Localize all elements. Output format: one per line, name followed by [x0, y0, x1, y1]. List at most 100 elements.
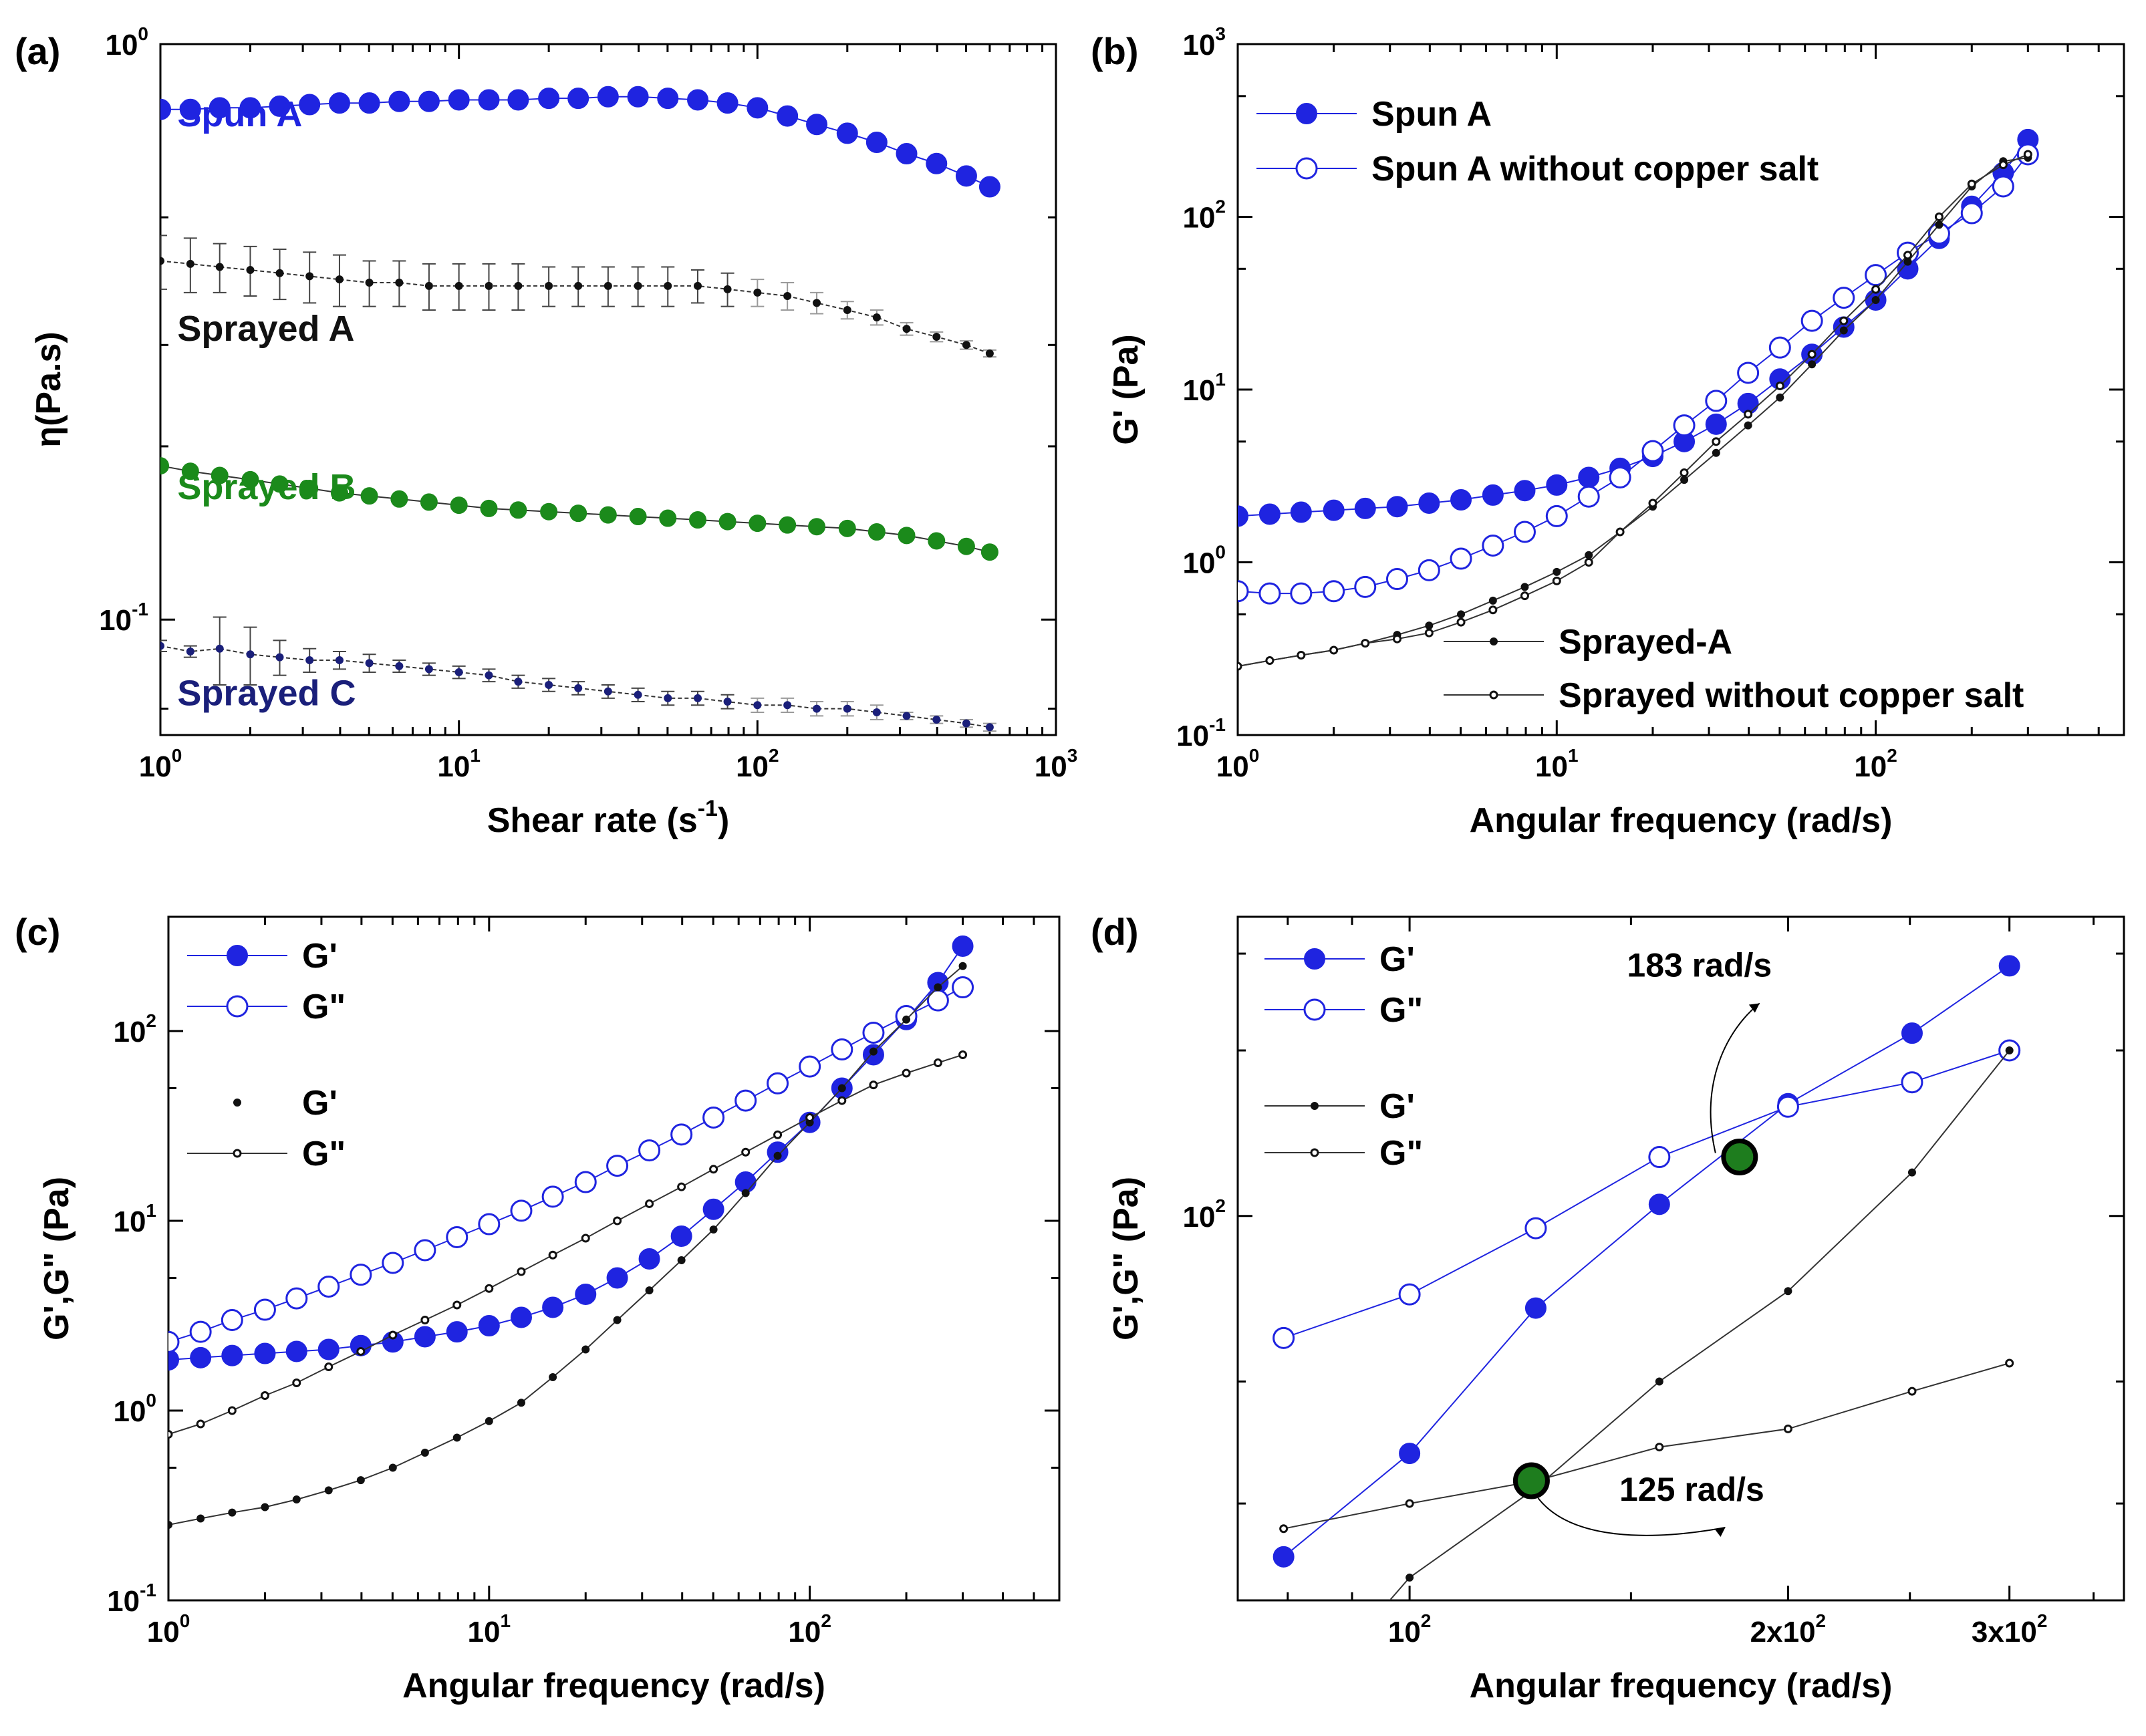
data-point [478, 1213, 501, 1236]
data-point [1609, 466, 1631, 488]
data-point [638, 1248, 660, 1270]
data-point [779, 516, 797, 534]
data-point [517, 1267, 526, 1276]
data-point [1578, 466, 1600, 488]
data-point [168, 1330, 180, 1353]
x-tick-label: 101 [437, 745, 481, 783]
data-point [902, 712, 911, 720]
data-point [574, 1171, 597, 1193]
data-point [545, 281, 553, 290]
data-point [1871, 285, 1881, 294]
data-point [239, 97, 261, 119]
data-point [1238, 505, 1248, 527]
data-point [209, 97, 231, 119]
data-point [723, 285, 732, 293]
data-point [1354, 497, 1376, 519]
data-point [1901, 1071, 1923, 1094]
x-tick-label: 3x102 [1972, 1610, 2047, 1648]
data-point [664, 281, 672, 290]
annotation-arrow [1710, 1002, 1760, 1153]
data-point [1418, 559, 1440, 581]
data-point [957, 537, 975, 555]
data-point [634, 281, 642, 290]
data-point [420, 493, 438, 511]
data-point [1524, 1217, 1547, 1240]
data-point [1935, 221, 1943, 229]
data-point [1297, 650, 1306, 660]
data-point [694, 694, 702, 702]
data-point [1998, 955, 2020, 977]
plot-area [1272, 955, 2021, 1600]
data-point [1800, 309, 1823, 332]
data-point [388, 90, 410, 112]
data-point [1513, 521, 1536, 543]
series-sprayed-a [1238, 153, 2032, 671]
data-point [452, 1433, 461, 1442]
data-point [179, 98, 201, 120]
data-point [606, 1155, 629, 1177]
data-point [1552, 576, 1561, 585]
legend-item: G" [187, 988, 346, 1026]
data-point [1405, 1499, 1414, 1508]
data-point [211, 466, 229, 484]
data-point [749, 515, 767, 533]
x-tick-label: 102 [1854, 745, 1897, 783]
x-tick-label: 2x102 [1750, 1610, 1826, 1648]
data-point [1418, 492, 1440, 514]
data-point [301, 479, 319, 497]
data-point [548, 1250, 557, 1260]
data-point [1615, 527, 1625, 537]
data-point [599, 506, 617, 524]
data-point [664, 694, 672, 702]
data-point [718, 513, 736, 531]
data-point [160, 98, 171, 120]
data-point [1457, 610, 1466, 619]
x-tick-label: 103 [1035, 745, 1078, 783]
legend-label: G' [1379, 940, 1415, 979]
series-label: Sprayed A [177, 309, 354, 349]
data-point [985, 723, 994, 732]
series-g-sprayed-a [1389, 1046, 2014, 1600]
data-point [350, 1264, 372, 1286]
data-point [390, 490, 408, 508]
data-point [1655, 1443, 1664, 1452]
y-tick-label: 100 [1182, 542, 1226, 580]
y-tick-label: 10-1 [1176, 714, 1226, 752]
data-point [324, 1362, 333, 1372]
data-point [1768, 336, 1791, 359]
panel-label: (c) [15, 911, 60, 953]
y-tick-label: 100 [105, 23, 148, 61]
data-point [1450, 488, 1472, 511]
data-point [1901, 1022, 1923, 1044]
data-point [269, 95, 291, 117]
legend-item: G' [1264, 1087, 1415, 1126]
data-point [1399, 1443, 1421, 1465]
data-point [1290, 582, 1313, 605]
data-point [450, 496, 468, 515]
data-point [275, 653, 284, 662]
data-point [446, 1321, 468, 1343]
data-point [478, 1315, 500, 1337]
data-point [985, 349, 994, 357]
data-point [869, 1080, 878, 1090]
data-point [541, 1185, 564, 1208]
data-point [702, 1106, 725, 1129]
plot-area [168, 935, 974, 1529]
data-point [335, 275, 344, 284]
crossover-label: 125 rad/s [1619, 1471, 1764, 1508]
data-point [808, 518, 826, 536]
data-point [215, 644, 224, 653]
data-point [356, 1476, 365, 1485]
legend-label: G' [1379, 1087, 1415, 1126]
data-point [926, 152, 948, 174]
data-point [670, 1225, 692, 1247]
data-point [902, 1015, 911, 1024]
data-point [420, 1449, 429, 1457]
data-point [1680, 476, 1689, 484]
legend-marker [1489, 690, 1498, 700]
data-point [168, 1429, 173, 1439]
legend-label: Sprayed-A [1559, 623, 1732, 662]
legend-item: G" [1264, 991, 1423, 1030]
data-point [1272, 1326, 1295, 1349]
